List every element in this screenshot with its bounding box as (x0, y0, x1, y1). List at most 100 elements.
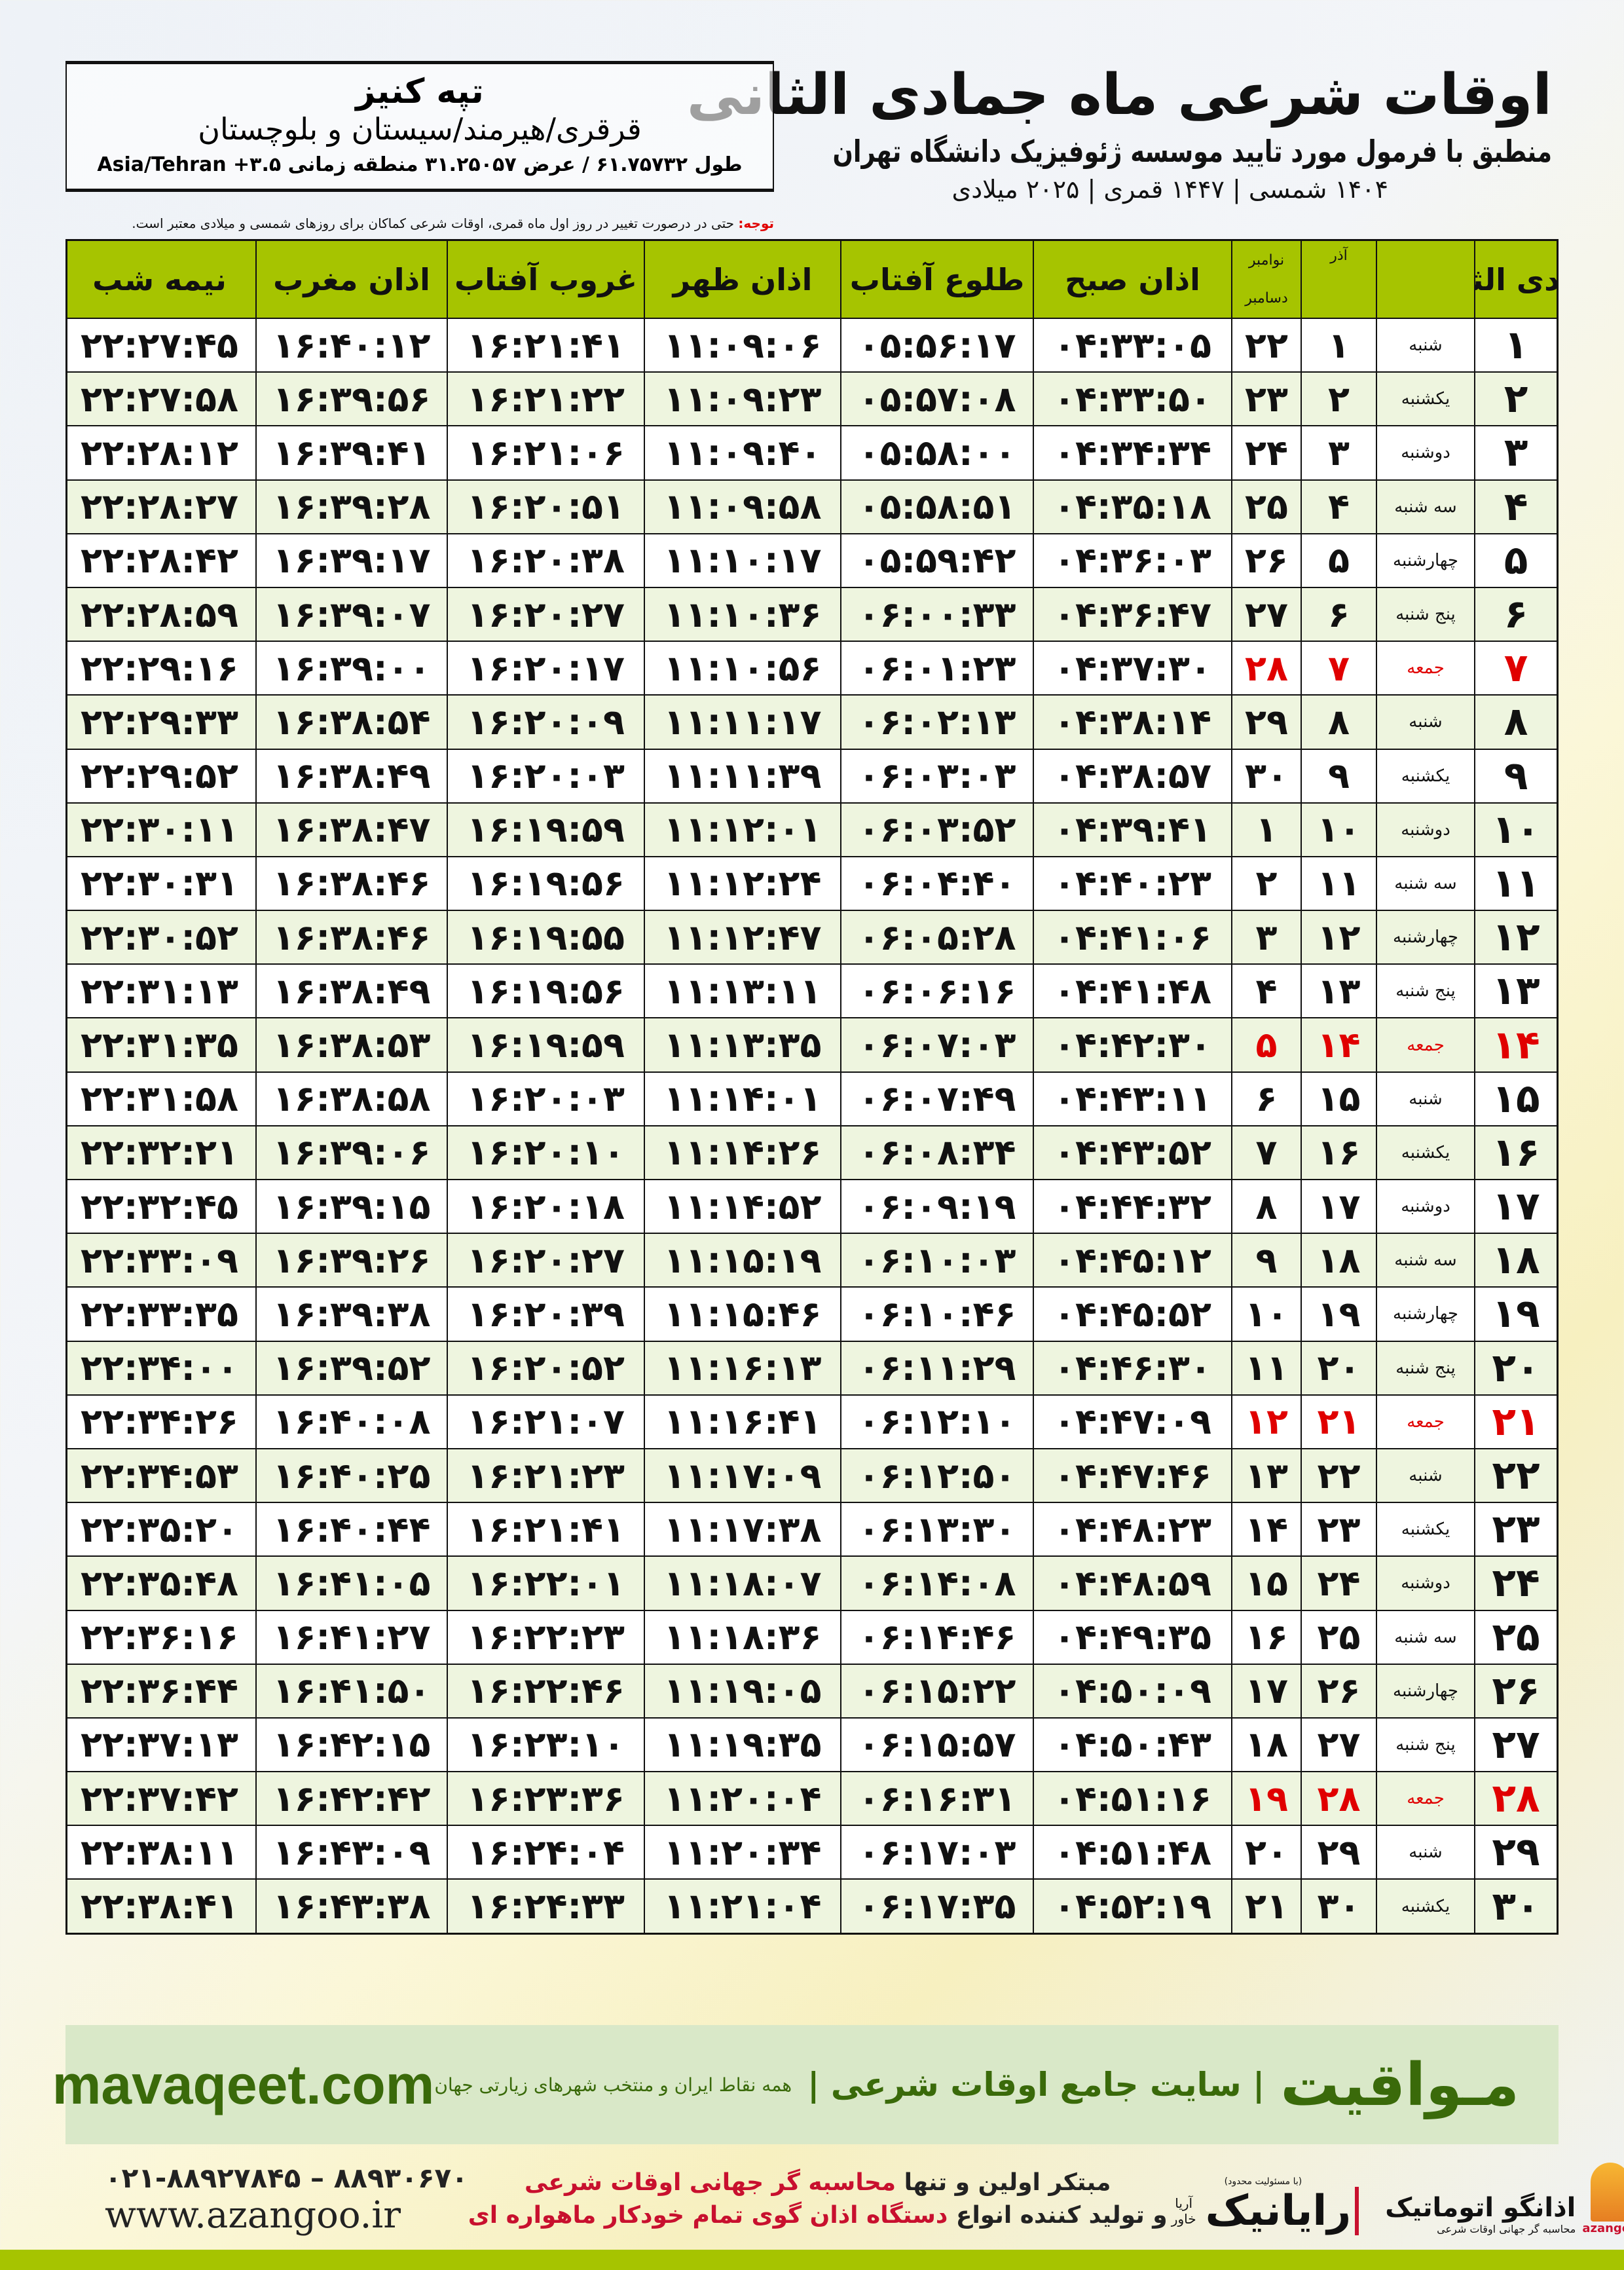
table-row: ۸ شنبه ۸ ۲۹ ۰۴:۳۸:۱۴ ۰۶:۰۲:۱۳ ۱۱:۱۱:۱۷ ۱۶:۲۰:۰۹… (67, 694, 1557, 749)
fajr-time: ۰۴:۵۱:۱۶ (1033, 1772, 1231, 1825)
fajr-time: ۰۴:۵۰:۴۳ (1033, 1718, 1231, 1772)
sunset-time: ۱۶:۲۲:۲۳ (447, 1610, 644, 1664)
weekday: دوشنبه (1376, 1180, 1474, 1233)
note-label: توجه: (738, 215, 774, 231)
sunset-time: ۱۶:۲۰:۵۱ (447, 480, 644, 533)
azar-day: ۲۸ (1301, 1772, 1376, 1825)
midnight-time: ۲۲:۳۲:۴۵ (81, 1185, 238, 1227)
weekday: سه شنبه (1376, 857, 1474, 910)
gregorian-day: ۲۵ (1231, 480, 1301, 533)
fajr-time: ۰۴:۳۶:۰۳ (1033, 534, 1231, 587)
midnight-time: ۲۲:۳۵:۲۰ (81, 1508, 238, 1550)
sunrise-time: ۰۵:۵۶:۱۷ (840, 319, 1033, 372)
maghrib-time: ۱۶:۴۰:۴۴ (255, 1503, 447, 1556)
midnight-time: ۲۲:۲۸:۵۹ (81, 593, 238, 635)
hijri-day: ۱۵ (1474, 1072, 1557, 1125)
sunrise-time: ۰۶:۱۰:۰۳ (840, 1234, 1033, 1287)
logo2-name: اذانگو اتوماتیک (1385, 2193, 1576, 2223)
note-text: حتی در درصورت تغییر در روز اول ماه قمری،… (132, 215, 739, 231)
website-link[interactable]: www.azangoo.ir (105, 2193, 401, 2237)
table-row: ۱۶ یکشنبه ۱۶ ۷ ۰۴:۴۳:۵۲ ۰۶:۰۸:۳۴ ۱۱:۱۴:۲۶ ۱۶:۲۰… (67, 1125, 1557, 1179)
weekday: چهارشنبه (1376, 911, 1474, 964)
gregorian-day: ۲۲ (1231, 319, 1301, 372)
dhuhr-time: ۱۱:۱۴:۵۲ (644, 1180, 840, 1233)
sunset-time: ۱۶:۲۴:۳۳ (447, 1880, 644, 1933)
promo-slogan: | سایت جامع اوقات شرعی | (807, 2066, 1265, 2104)
hijri-day: ۱۴ (1474, 1018, 1557, 1071)
weekday: پنج شنبه (1376, 1718, 1474, 1772)
hijri-day: ۱۶ (1474, 1126, 1557, 1179)
maghrib-time: ۱۶:۴۱:۲۷ (255, 1610, 447, 1664)
midnight-time: ۲۲:۲۷:۴۵ (81, 324, 238, 366)
header-dhuhr: اذان ظهر (644, 241, 840, 318)
contact-block: ۰۲۱-۸۸۹۲۷۸۴۵ – ۸۸۹۳۰۶۷۰ www.azangoo.ir (105, 2162, 468, 2237)
table-row: ۲۱ جمعه ۲۱ ۱۲ ۰۴:۴۷:۰۹ ۰۶:۱۲:۱۰ ۱۱:۱۶:۴۱ ۱۶:۲۱:… (67, 1394, 1557, 1448)
hijri-day: ۱۲ (1474, 911, 1557, 964)
azar-day: ۱۹ (1301, 1288, 1376, 1341)
hijri-day: ۲۳ (1474, 1503, 1557, 1556)
midnight-time: ۲۲:۳۰:۳۱ (81, 863, 238, 904)
sunset-time: ۱۶:۲۱:۰۶ (447, 426, 644, 479)
midnight-time: ۲۲:۳۶:۱۶ (81, 1616, 238, 1658)
dhuhr-time: ۱۱:۱۱:۳۹ (644, 749, 840, 802)
dhuhr-time: ۱۱:۱۸:۰۷ (644, 1557, 840, 1610)
weekday: جمعه (1376, 1772, 1474, 1825)
sunset-time: ۱۶:۱۹:۵۵ (447, 911, 644, 964)
mosque-icon (1590, 2163, 1624, 2222)
header-azar: آذر (1301, 241, 1376, 318)
azar-day: ۱۱ (1301, 857, 1376, 910)
midnight-time: ۲۲:۲۹:۵۲ (81, 755, 238, 797)
maghrib-time: ۱۶:۴۱:۵۰ (255, 1664, 447, 1717)
maghrib-time: ۱۶:۳۸:۴۷ (255, 803, 447, 856)
sunrise-time: ۰۶:۰۸:۳۴ (840, 1126, 1033, 1179)
fajr-time: ۰۴:۴۱:۰۶ (1033, 911, 1231, 964)
table-row: ۷ جمعه ۷ ۲۸ ۰۴:۳۷:۳۰ ۰۶:۰۱:۲۳ ۱۱:۱۰:۵۶ ۱۶:۲۰:۱۷… (67, 641, 1557, 695)
midnight-time: ۲۲:۲۹:۳۳ (81, 701, 238, 743)
sunrise-time: ۰۶:۱۳:۳۰ (840, 1503, 1033, 1556)
weekday: پنج شنبه (1376, 1341, 1474, 1394)
city-name: تپه کنیز (356, 72, 484, 111)
sunset-time: ۱۶:۲۱:۴۱ (447, 319, 644, 372)
sunset-time: ۱۶:۱۹:۵۹ (447, 1018, 644, 1071)
azar-day: ۹ (1301, 749, 1376, 802)
midnight-time: ۲۲:۳۴:۰۰ (81, 1347, 238, 1389)
header-weekday (1376, 241, 1474, 318)
weekday: چهارشنبه (1376, 534, 1474, 587)
table-row: ۱۴ جمعه ۱۴ ۵ ۰۴:۴۲:۳۰ ۰۶:۰۷:۰۳ ۱۱:۱۳:۳۵ ۱۶:۱۹:۵… (67, 1017, 1557, 1071)
weekday: دوشنبه (1376, 1557, 1474, 1610)
prayer-times-table: جمادی الثانی آذر نوامبر دسامبر اذان صبح ط… (65, 239, 1559, 1935)
azar-day: ۲۶ (1301, 1664, 1376, 1717)
maghrib-time: ۱۶:۳۹:۲۶ (255, 1234, 447, 1287)
header-maghrib: اذان مغرب (255, 241, 447, 318)
fajr-time: ۰۴:۴۱:۴۸ (1033, 965, 1231, 1018)
midnight-time: ۲۲:۳۴:۲۶ (81, 1401, 238, 1443)
ad-line1-a: مبتکر اولین و تنها (896, 2168, 1111, 2196)
dhuhr-time: ۱۱:۱۸:۳۶ (644, 1610, 840, 1664)
weekday: جمعه (1376, 642, 1474, 695)
azar-day: ۱۶ (1301, 1126, 1376, 1179)
hijri-day: ۱۷ (1474, 1180, 1557, 1233)
table-row: ۳ دوشنبه ۳ ۲۴ ۰۴:۳۴:۳۴ ۰۵:۵۸:۰۰ ۱۱:۰۹:۴۰ ۱۶:۲۱:… (67, 425, 1557, 479)
dhuhr-time: ۱۱:۱۳:۱۱ (644, 965, 840, 1018)
promo-slogan-secondary: همه نقاط ایران و منتخب شهرهای زیارتی جها… (434, 2074, 792, 2096)
sunset-time: ۱۶:۲۰:۲۷ (447, 587, 644, 641)
midnight-time: ۲۲:۳۲:۲۱ (81, 1132, 238, 1174)
fajr-time: ۰۴:۳۳:۰۵ (1033, 319, 1231, 372)
table-row: ۱۹ چهارشنبه ۱۹ ۱۰ ۰۴:۴۵:۵۲ ۰۶:۱۰:۴۶ ۱۱:۱۵:۴۶ ۱۶… (67, 1286, 1557, 1341)
dhuhr-time: ۱۱:۱۴:۲۶ (644, 1126, 840, 1179)
midnight-time: ۲۲:۳۰:۵۲ (81, 916, 238, 958)
azar-day: ۲۲ (1301, 1449, 1376, 1502)
promo-site-link[interactable]: mavaqeet.com (52, 2053, 435, 2115)
sunrise-time: ۰۵:۵۷:۰۸ (840, 373, 1033, 426)
sunrise-time: ۰۶:۰۳:۰۳ (840, 749, 1033, 802)
header-hijri: جمادی الثانی (1474, 241, 1557, 318)
azar-day: ۶ (1301, 587, 1376, 641)
dhuhr-time: ۱۱:۱۷:۰۹ (644, 1449, 840, 1502)
maghrib-time: ۱۶:۴۰:۰۸ (255, 1395, 447, 1448)
fajr-time: ۰۴:۴۵:۱۲ (1033, 1234, 1231, 1287)
hijri-day: ۲۵ (1474, 1610, 1557, 1664)
dhuhr-time: ۱۱:۱۰:۱۷ (644, 534, 840, 587)
azar-day: ۱۰ (1301, 803, 1376, 856)
azar-day: ۲۰ (1301, 1341, 1376, 1394)
